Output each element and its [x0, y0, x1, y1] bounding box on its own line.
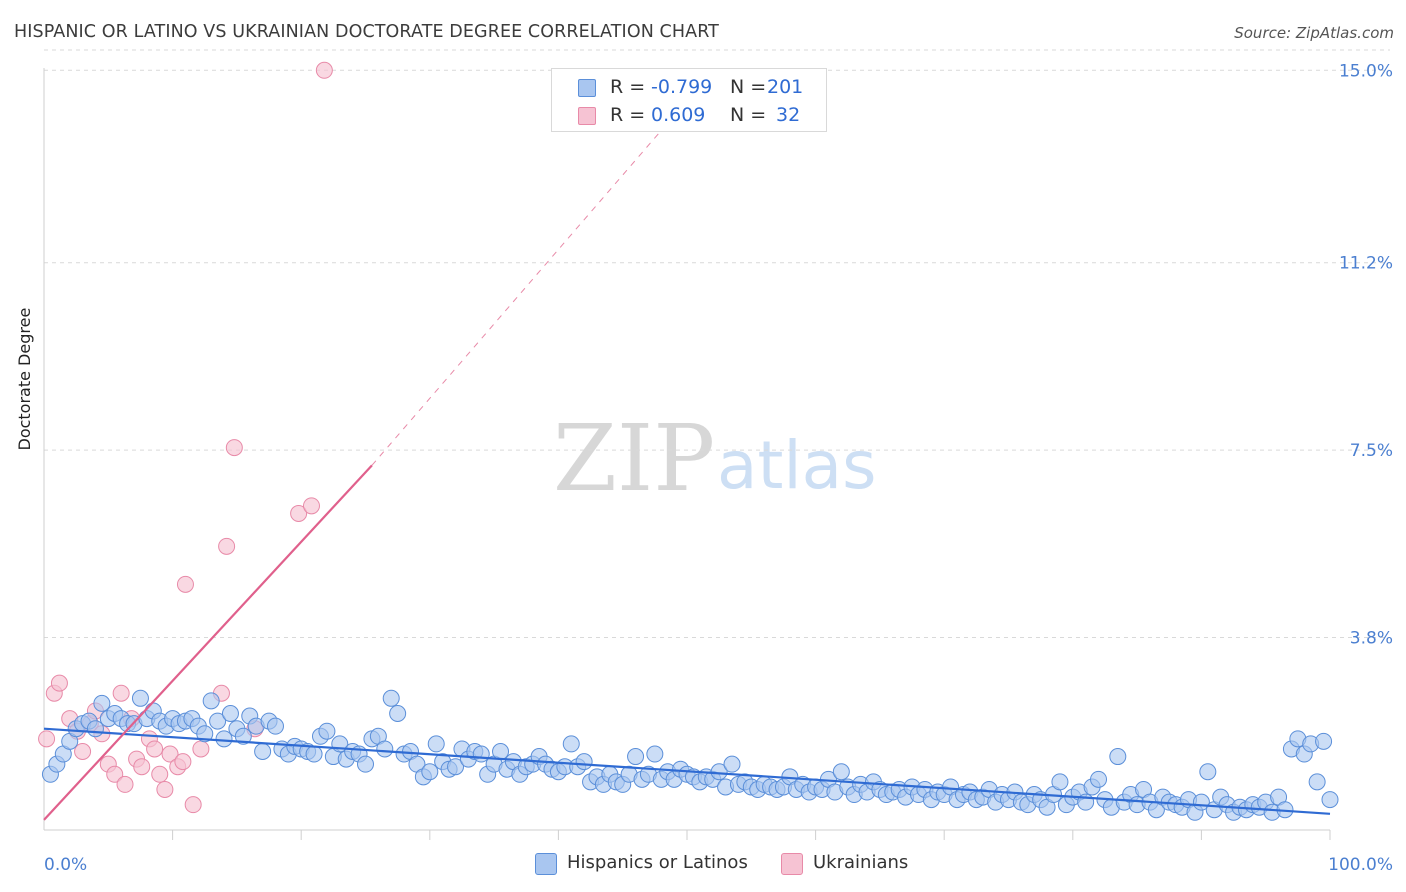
x-tick-label-min: 0.0% [44, 855, 87, 875]
ukrainian-point [302, 497, 320, 515]
legend-row-ukrainian: R = 0.609 N = 32 [552, 101, 826, 129]
hispanic-point [646, 745, 664, 763]
legend-n-value: 32 [776, 104, 801, 126]
ukrainian-trend-extrapolation [371, 100, 688, 466]
legend-swatch-blue [535, 853, 557, 875]
hispanic-point [196, 725, 214, 743]
x-tick-label-max: 100.0% [1328, 855, 1393, 875]
watermark-atlas: atlas [717, 427, 877, 504]
y-tick-label: 7.5% [1350, 441, 1393, 461]
watermark-zip: ZIP [553, 405, 715, 512]
ukrainian-point [225, 439, 243, 457]
hispanic-point [1051, 773, 1069, 791]
hispanic-point [1308, 773, 1326, 791]
hispanic-point [318, 722, 336, 740]
y-tick-labels: 3.8% 7.5% 11.2% 15.0% [1339, 61, 1393, 648]
hispanic-point [1321, 791, 1339, 809]
hispanic-point [376, 740, 394, 758]
hispanic-point [492, 742, 510, 760]
trend-lines [43, 100, 1331, 821]
legend-swatch-blue [578, 79, 596, 97]
hispanic-point [234, 727, 252, 745]
legend-n-label: N = [730, 76, 767, 98]
ukrainian-point [315, 61, 333, 79]
hispanic-point [1090, 770, 1108, 788]
ukrainian-point [151, 765, 169, 783]
ukrainian-points [38, 61, 333, 814]
hispanic-point [266, 717, 284, 735]
y-tick-label: 3.8% [1350, 629, 1393, 649]
hispanic-point [723, 755, 741, 773]
ukrainian-point [106, 765, 124, 783]
hispanic-point [93, 694, 111, 712]
ukrainian-point [112, 684, 130, 702]
hispanic-point [427, 735, 445, 753]
hispanic-point [209, 712, 227, 730]
hispanic-point [421, 763, 439, 781]
hispanic-point [832, 763, 850, 781]
ukrainian-point [50, 674, 68, 692]
hispanic-point [254, 742, 272, 760]
hispanic-point [86, 720, 104, 738]
hispanic-point [447, 758, 465, 776]
hispanic-trend-line [43, 727, 1331, 815]
correlation-legend: R = -0.799 N = 201 R = 0.609 N = 32 [551, 68, 827, 132]
hispanic-point [1109, 748, 1127, 766]
hispanic-point [382, 689, 400, 707]
source-credit: Source: ZipAtlas.com [1234, 24, 1394, 42]
ukrainian-point [74, 742, 92, 760]
legend-label-hispanic: Hispanics or Latinos [567, 852, 748, 873]
gridlines [44, 49, 1390, 639]
ukrainian-trend-line [43, 464, 373, 821]
ukrainian-point [146, 740, 164, 758]
hispanic-point [1199, 763, 1217, 781]
legend-label-ukrainian: Ukrainians [813, 852, 909, 873]
hispanic-point [562, 735, 580, 753]
ukrainian-point [116, 775, 134, 793]
hispanic-point [215, 730, 233, 748]
hispanic-point [472, 745, 490, 763]
watermark: ZIP atlas [553, 405, 877, 512]
ukrainian-point [218, 537, 236, 555]
legend-row-hispanic: R = -0.799 N = 201 [552, 73, 826, 101]
legend-n-value: 201 [767, 76, 804, 98]
y-tick-label: 15.0% [1339, 61, 1393, 81]
legend-r-value: 0.609 [651, 104, 706, 126]
hispanic-point [389, 705, 407, 723]
hispanic-point [202, 692, 220, 710]
ukrainian-point [184, 796, 202, 814]
hispanic-point [1315, 732, 1333, 750]
hispanic-point [575, 753, 593, 771]
ukrainian-point [156, 780, 174, 798]
hispanic-point [357, 755, 374, 773]
ukrainian-point [161, 745, 179, 763]
ukrainian-point [174, 753, 192, 771]
hispanic-point [627, 748, 645, 766]
legend-r-label: R = [610, 76, 646, 98]
ukrainian-point [176, 575, 194, 593]
x-tick-marks [172, 830, 1331, 840]
legend-n-label: N = [730, 104, 767, 126]
hispanic-point [131, 689, 149, 707]
hispanic-point [221, 705, 239, 723]
ukrainian-point [38, 730, 56, 748]
legend-swatch-pink [578, 107, 596, 125]
legend-r-value: -0.799 [651, 76, 713, 98]
legend-swatch-pink [781, 853, 803, 875]
ukrainian-point [290, 504, 308, 522]
legend-r-label: R = [610, 104, 646, 126]
chart-title: HISPANIC OR LATINO VS UKRAINIAN DOCTORAT… [14, 22, 719, 42]
ukrainian-point [133, 758, 151, 776]
ukrainian-point [192, 740, 210, 758]
hispanic-point [305, 745, 323, 763]
y-tick-label: 11.2% [1339, 254, 1393, 274]
